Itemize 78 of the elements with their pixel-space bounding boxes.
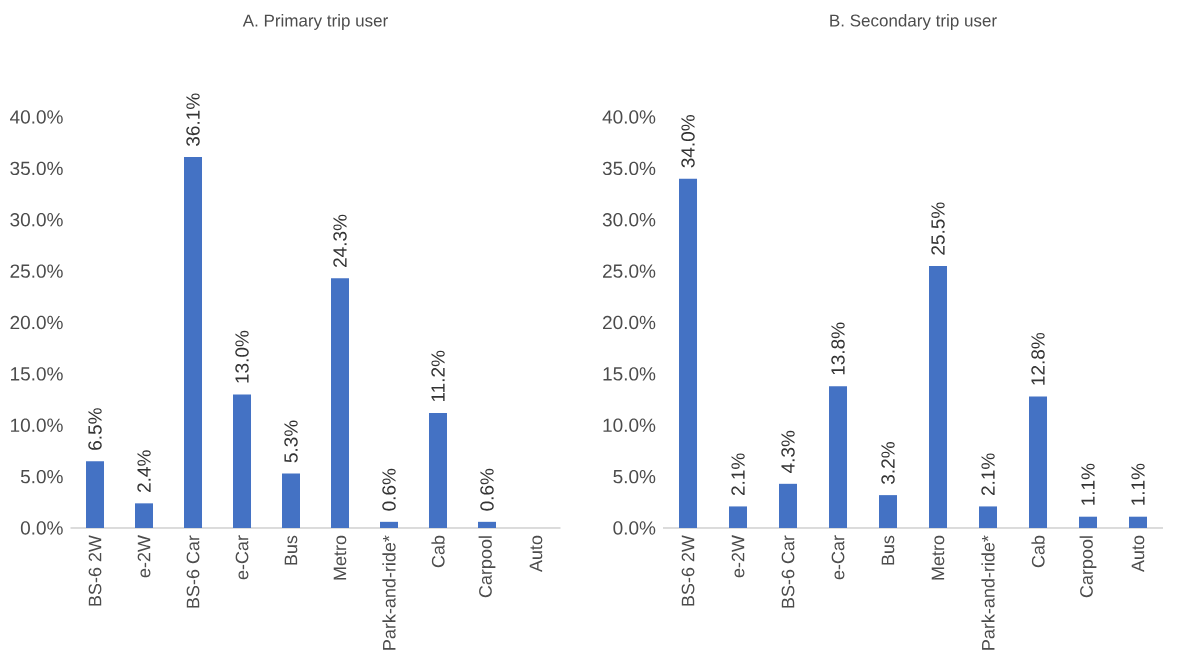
bar xyxy=(729,506,748,528)
y-tick-label: 15.0% xyxy=(11,367,63,381)
data-label: 13.0% xyxy=(235,330,249,383)
data-label: 0.6% xyxy=(480,468,494,511)
y-tick-label: 30.0% xyxy=(602,213,656,227)
bar xyxy=(233,394,252,528)
y-tick-label: 0.0% xyxy=(613,521,656,535)
data-label: 2.1% xyxy=(731,453,745,496)
bar xyxy=(979,506,998,528)
y-tick-label: 20.0% xyxy=(603,315,656,330)
data-label: 1.1% xyxy=(1131,463,1145,505)
x-tick-label: Bus xyxy=(284,535,298,565)
x-tick-label: Auto xyxy=(529,535,543,573)
bar xyxy=(86,461,105,528)
y-tick-label: 10.0% xyxy=(603,418,656,432)
y-tick-label: 25.0% xyxy=(603,264,656,278)
y-tick-label: 25.0% xyxy=(10,264,63,278)
x-tick-label: Cab xyxy=(1031,535,1045,568)
bar xyxy=(184,157,202,528)
bar xyxy=(380,521,398,528)
data-label: 0.6% xyxy=(382,468,396,511)
bar xyxy=(429,412,447,528)
data-label: 11.2% xyxy=(431,350,445,402)
bar xyxy=(829,386,848,528)
y-tick-label: 15.0% xyxy=(603,367,656,381)
x-tick-label: Metro xyxy=(931,535,945,580)
bar xyxy=(879,495,898,528)
y-tick-label: 5.0% xyxy=(613,469,656,484)
x-tick-label: e-2W xyxy=(731,535,745,578)
chart-title: A. Primary trip user xyxy=(242,14,388,30)
data-label: 4.3% xyxy=(781,430,795,473)
data-label: 25.5% xyxy=(931,202,945,255)
x-tick-label: Cab xyxy=(431,535,445,568)
y-tick-label: 10.0% xyxy=(11,418,63,432)
bar xyxy=(135,503,154,528)
x-tick-label: Carpool xyxy=(478,536,496,598)
bar xyxy=(929,265,948,528)
bar xyxy=(331,278,350,528)
x-tick-label: Park-and-ride* xyxy=(981,535,995,650)
data-label: 24.3% xyxy=(333,214,347,267)
data-label: 6.5% xyxy=(88,408,102,450)
data-label: 5.3% xyxy=(284,420,298,463)
y-tick-label: 5.0% xyxy=(20,469,63,484)
x-tick-label: Metro xyxy=(333,535,347,580)
x-tick-label: Bus xyxy=(881,535,895,565)
bar xyxy=(282,473,300,528)
data-label: 34.0% xyxy=(681,115,695,168)
x-tick-label: Carpool xyxy=(1079,536,1097,598)
x-tick-label: BS-6 2W xyxy=(681,535,695,606)
data-label: 3.2% xyxy=(881,442,895,484)
data-label: 13.8% xyxy=(831,322,845,375)
chart-title: B. Secondary trip user xyxy=(830,14,997,30)
data-label: 12.8% xyxy=(1031,332,1045,385)
bar xyxy=(779,483,798,528)
data-label: 2.1% xyxy=(981,453,995,496)
data-label: 1.1% xyxy=(1081,463,1095,505)
x-tick-label: e-Car xyxy=(235,535,249,580)
data-label: 2.4% xyxy=(137,450,151,492)
x-tick-label: BS-6 2W xyxy=(88,535,102,606)
bar xyxy=(478,521,496,528)
x-tick-label: e-2W xyxy=(137,535,151,578)
y-tick-label: 40.0% xyxy=(602,110,656,124)
bar xyxy=(1029,396,1048,528)
y-tick-label: 40.0% xyxy=(10,110,63,124)
x-tick-label: Auto xyxy=(1131,535,1145,573)
x-tick-label: BS-6 Car xyxy=(186,535,200,608)
x-tick-label: e-Car xyxy=(831,535,845,580)
x-tick-label: Park-and-ride* xyxy=(382,535,396,650)
x-tick-label: BS-6 Car xyxy=(781,535,795,608)
data-label: 36.1% xyxy=(186,93,200,146)
y-tick-label: 0.0% xyxy=(20,521,63,535)
bar xyxy=(679,178,698,528)
bar xyxy=(1129,516,1148,528)
y-tick-label: 20.0% xyxy=(10,315,63,330)
y-tick-label: 30.0% xyxy=(10,213,63,227)
y-tick-label: 35.0% xyxy=(602,161,656,176)
bar xyxy=(1079,516,1098,528)
y-tick-label: 35.0% xyxy=(10,161,63,176)
